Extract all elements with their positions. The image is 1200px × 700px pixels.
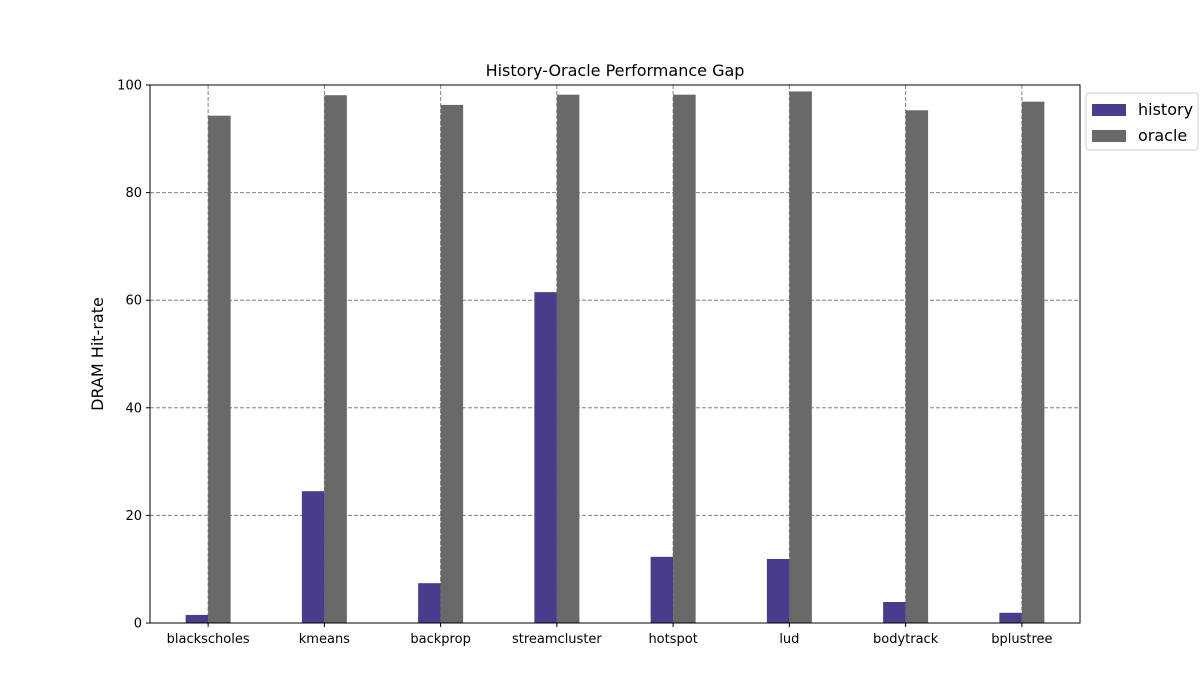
bar-oracle-kmeans	[324, 95, 347, 624]
y-tick-label: 80	[125, 186, 142, 201]
y-tick-label: 100	[117, 79, 142, 94]
y-tick-label: 0	[134, 617, 142, 632]
legend-swatch-history	[1092, 104, 1126, 116]
legend: history oracle	[1085, 92, 1199, 151]
plot-frame	[149, 84, 1081, 624]
bar-history-backprop	[418, 583, 441, 623]
x-tick-label: hotspot	[648, 632, 697, 647]
bar-history-lud	[766, 558, 790, 623]
x-tick-label: lud	[779, 632, 799, 647]
bar-history-hotspot	[650, 556, 674, 623]
bar-oracle-streamcluster	[556, 94, 580, 623]
axis-ticks: 0 20 40 60 80 100 blackscholes kmeans backprop st…	[117, 79, 1052, 648]
x-tick-label: kmeans	[299, 632, 350, 647]
bar-oracle-backprop	[440, 104, 464, 623]
legend-label-oracle: oracle	[1138, 126, 1187, 145]
bar-history-blackscholes	[185, 614, 209, 623]
y-tick-label: 20	[125, 509, 142, 524]
chart-title: History-Oracle Performance Gap	[486, 61, 745, 80]
y-axis-label: DRAM Hit-rate	[88, 297, 107, 411]
y-tick-label: 40	[125, 401, 142, 416]
bar-oracle-blackscholes	[208, 115, 231, 623]
x-tick-label: bodytrack	[873, 632, 939, 647]
bars	[185, 91, 1045, 624]
x-tick-label: streamcluster	[512, 632, 602, 647]
legend-label-history: history	[1138, 100, 1193, 119]
bar-oracle-hotspot	[673, 94, 696, 623]
bar-history-kmeans	[301, 491, 325, 623]
bar-oracle-bplustree	[1021, 101, 1045, 624]
legend-swatch-oracle	[1092, 130, 1126, 142]
x-tick-label: blackscholes	[167, 632, 250, 647]
bar-history-streamcluster	[534, 292, 557, 623]
x-tick-label: bplustree	[991, 632, 1052, 647]
x-tick-label: backprop	[410, 632, 470, 647]
y-tick-label: 60	[125, 294, 142, 309]
bar-history-bodytrack	[883, 602, 906, 623]
bar-history-bplustree	[999, 612, 1022, 623]
bar-oracle-bodytrack	[905, 110, 929, 623]
bar-oracle-lud	[789, 91, 812, 624]
